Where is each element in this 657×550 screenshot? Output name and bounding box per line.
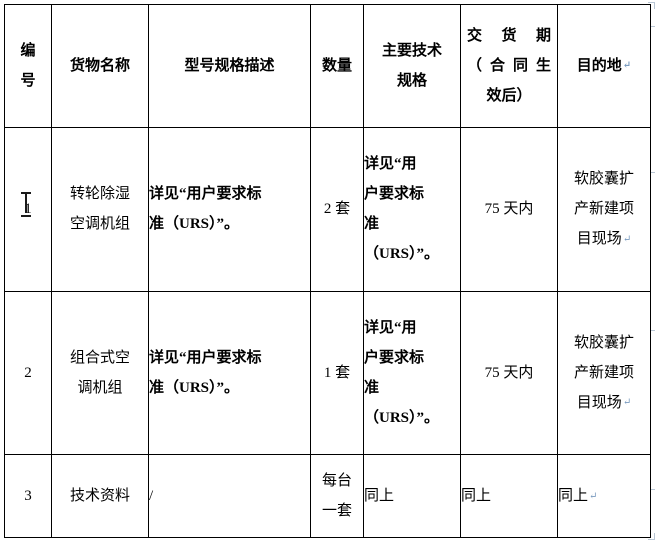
cell-main-tech-spec[interactable]: 详见“用 户要求标 准 （URS）”。 [363, 290, 461, 456]
table-row[interactable]: 3 技术资料 / 每台 一套 同上 同上 同上↵ [4, 454, 651, 538]
header-cell-delivery-period[interactable]: 交货期 （合同生 效后） [460, 3, 558, 129]
page-edge-mark [651, 26, 655, 27]
header-label-line: 货物名称 [69, 58, 130, 75]
table-row[interactable]: 2 组合式空 调机组 详见“用户要求标 准（URS）”。 1 套 详见“用 户要… [4, 290, 651, 456]
header-cell-destination[interactable]: 目的地↵ [557, 3, 651, 129]
cell-text-line: 同上 [461, 488, 492, 505]
page-edge-mark [651, 172, 655, 173]
cell-text-line: 产新建项 [573, 201, 634, 218]
header-label-line: 型号规格描述 [184, 58, 275, 75]
cell-model-spec[interactable]: 详见“用户要求标 准（URS）”。 [148, 127, 311, 292]
cell-text-line: 空调机组 [69, 216, 130, 233]
header-label-line: 规格 [396, 73, 427, 90]
cell-text-line: 软胶囊扩 [573, 171, 634, 188]
cell-text-line: / [149, 488, 154, 505]
header-label-line: 效后） [486, 88, 532, 105]
header-label-line: 号 [20, 73, 36, 90]
header-cell-model-spec[interactable]: 型号规格描述 [148, 3, 311, 129]
cell-text-line: （URS）”。 [364, 410, 440, 427]
cell-destination[interactable]: 同上↵ [557, 454, 651, 538]
header-cell-goods-name[interactable]: 货物名称 [51, 3, 149, 129]
cell-text-line: 目现场↵ [576, 394, 632, 411]
header-cell-serial-number[interactable]: 编 号 [4, 3, 52, 129]
cell-quantity[interactable]: 每台 一套 [310, 454, 364, 538]
cell-text-line: 准（URS）”。 [149, 216, 240, 233]
cell-text-line: 详见“用户要求标 [149, 350, 262, 367]
cell-text-line: 户要求标 [364, 186, 425, 203]
pilcrow-icon: ↵ [622, 233, 632, 245]
cell-text-line: 每台 [321, 473, 352, 490]
cell-model-spec[interactable]: / [148, 454, 311, 538]
cell-quantity[interactable]: 1 套 [310, 290, 364, 456]
cell-delivery-period[interactable]: 75 天内 [460, 127, 558, 292]
page-edge-mark [651, 330, 655, 331]
text-caret-bar [25, 192, 27, 213]
cell-text-line: 组合式空 [69, 350, 130, 367]
header-label-line: 编 [20, 43, 36, 60]
page-edge-mark [648, 2, 655, 9]
cell-text-line: 准（URS）”。 [149, 380, 240, 397]
table-header-row: 编 号 货物名称 型号规格描述 数量 主要技术 规格 交货期 （合同生 效后） … [4, 3, 651, 129]
cell-text-line: 准 [364, 380, 380, 397]
header-label-line: （合同生 [467, 58, 551, 75]
cell-text-line: 准 [364, 216, 380, 233]
cell-text-line: 一套 [321, 503, 352, 520]
pilcrow-icon: ↵ [622, 397, 632, 409]
cell-serial-number[interactable]: 3 [4, 454, 52, 538]
cell-text-line: 技术资料 [69, 488, 130, 505]
cell-goods-name[interactable]: 转轮除湿 空调机组 [51, 127, 149, 292]
cell-main-tech-spec[interactable]: 同上 [363, 454, 461, 538]
cell-serial-number[interactable]: 1 [4, 127, 52, 292]
cell-destination[interactable]: 软胶囊扩 产新建项 目现场↵ [557, 127, 651, 292]
cell-goods-name[interactable]: 技术资料 [51, 454, 149, 538]
header-label-line: 目的地↵ [576, 57, 632, 74]
cell-delivery-period[interactable]: 同上 [460, 454, 558, 538]
cell-text-line: 产新建项 [573, 364, 634, 381]
header-cell-main-tech-spec[interactable]: 主要技术 规格 [363, 3, 461, 129]
cell-destination[interactable]: 软胶囊扩 产新建项 目现场↵ [557, 290, 651, 456]
cell-quantity[interactable]: 2 套 [310, 127, 364, 292]
cell-delivery-period[interactable]: 75 天内 [460, 290, 558, 456]
page-edge-mark [651, 489, 655, 490]
goods-specification-table[interactable]: 编 号 货物名称 型号规格描述 数量 主要技术 规格 交货期 （合同生 效后） … [4, 3, 651, 538]
cell-text-line: 详见“用 [364, 320, 417, 337]
cell-text-line: 调机组 [77, 380, 123, 397]
page-edge-mark [648, 533, 655, 540]
cell-goods-name[interactable]: 组合式空 调机组 [51, 290, 149, 456]
cell-model-spec[interactable]: 详见“用户要求标 准（URS）”。 [148, 290, 311, 456]
header-label-line: 交货期 [467, 28, 551, 45]
header-cell-quantity[interactable]: 数量 [310, 3, 364, 129]
cell-text-line: 同上 [364, 488, 395, 505]
cell-text-line: 详见“用户要求标 [149, 186, 262, 203]
cell-text-line: 软胶囊扩 [573, 334, 634, 351]
cell-main-tech-spec[interactable]: 详见“用 户要求标 准 （URS）”。 [363, 127, 461, 292]
cell-text-line: （URS）”。 [364, 246, 440, 263]
header-label-line: 主要技术 [381, 43, 442, 60]
header-label-line: 数量 [321, 58, 352, 75]
cell-text-line: 户要求标 [364, 350, 425, 367]
cell-text-line: 详见“用 [364, 156, 417, 173]
table-row[interactable]: 1 转轮除湿 空调机组 详见“用户要求标 准（URS）”。 2 套 详见“用 户… [4, 127, 651, 292]
cell-serial-number[interactable]: 2 [4, 290, 52, 456]
cell-text-line: 转轮除湿 [69, 186, 130, 203]
cell-text-line: 同上↵ [558, 487, 598, 504]
cell-text-line: 目现场↵ [576, 231, 632, 248]
pilcrow-icon: ↵ [622, 60, 632, 72]
pilcrow-icon: ↵ [589, 490, 598, 502]
